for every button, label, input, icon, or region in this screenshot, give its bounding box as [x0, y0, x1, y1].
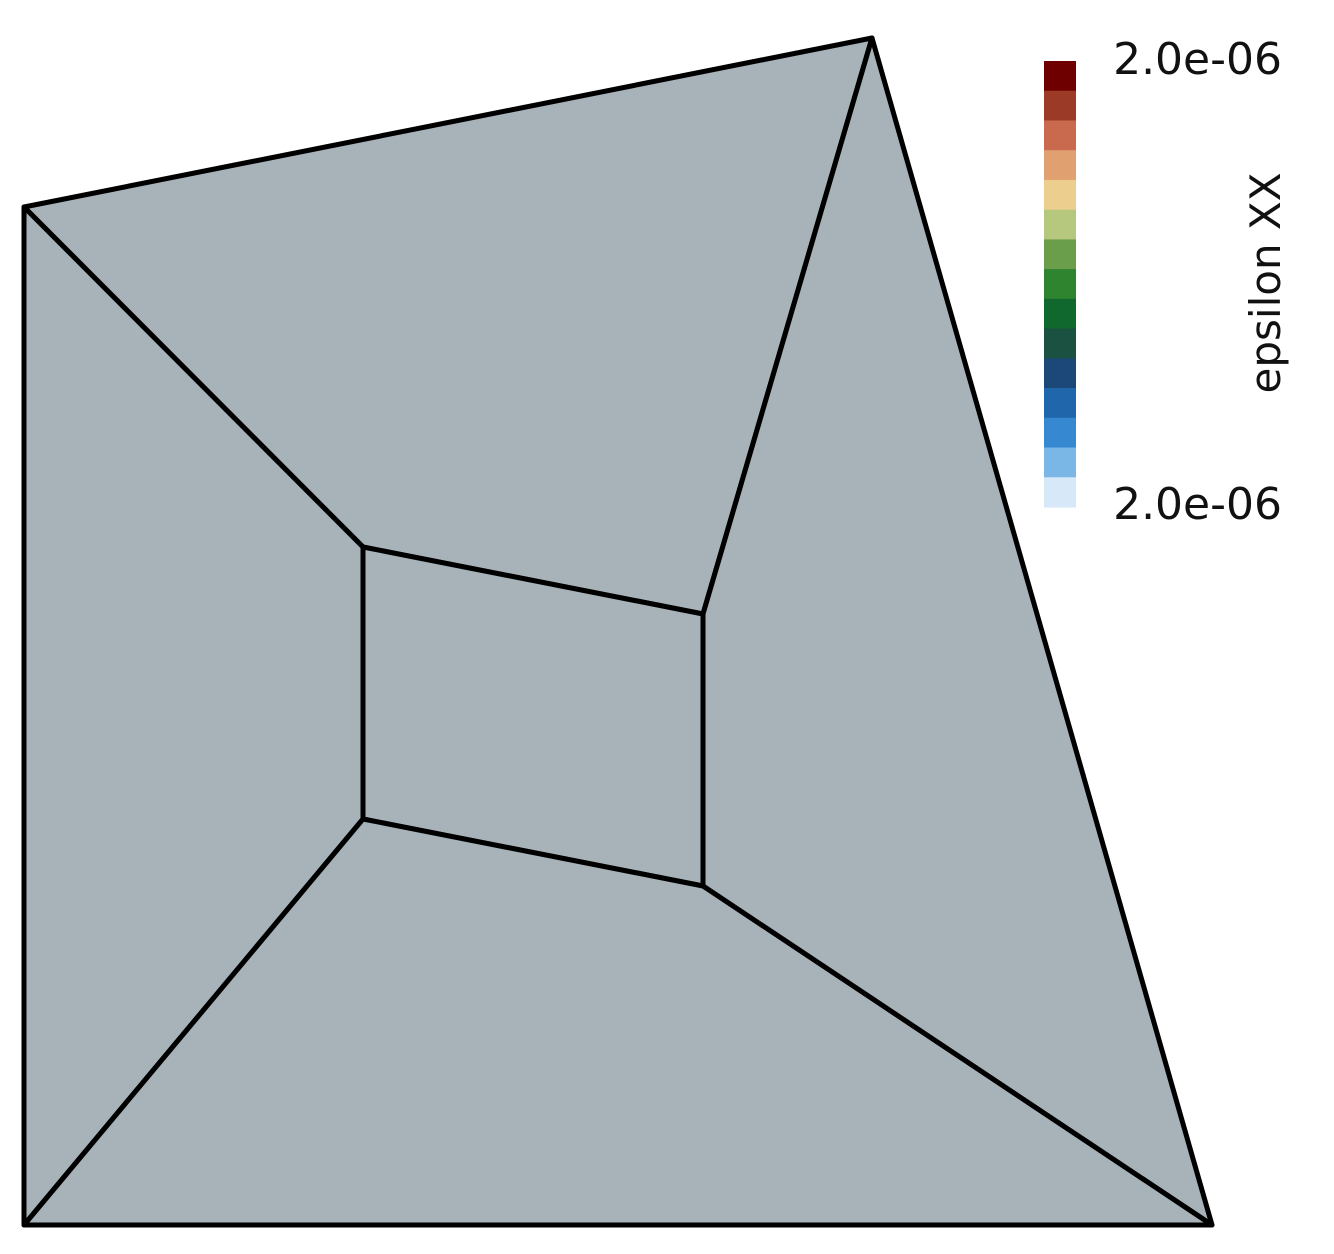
colorbar-swatch	[1044, 417, 1076, 449]
colorbar-swatch	[1044, 239, 1076, 270]
colorbar-title: epsilon XX	[1241, 173, 1290, 394]
colorbar-swatch	[1044, 179, 1076, 211]
colorbar-swatch	[1044, 120, 1076, 151]
mesh-element-bottom	[21, 816, 1215, 1228]
colorbar: 2.0e-06 2.0e-06 epsilon XX	[1044, 34, 1290, 530]
colorbar-swatch	[1044, 358, 1076, 389]
colorbar-swatches	[1044, 61, 1076, 508]
colorbar-min-label: 2.0e-06	[1113, 479, 1282, 530]
colorbar-swatch	[1044, 388, 1076, 419]
colorbar-swatch	[1044, 477, 1076, 508]
colorbar-swatch	[1044, 61, 1076, 92]
colorbar-swatch	[1044, 269, 1076, 300]
colorbar-swatch	[1044, 209, 1076, 240]
colorbar-swatch	[1044, 298, 1076, 330]
colorbar-swatch	[1044, 447, 1076, 478]
colorbar-max-label: 2.0e-06	[1113, 34, 1282, 85]
colorbar-swatch	[1044, 150, 1076, 181]
colorbar-swatch	[1044, 90, 1076, 122]
colorbar-swatch	[1044, 328, 1076, 359]
mesh	[21, 35, 1215, 1228]
